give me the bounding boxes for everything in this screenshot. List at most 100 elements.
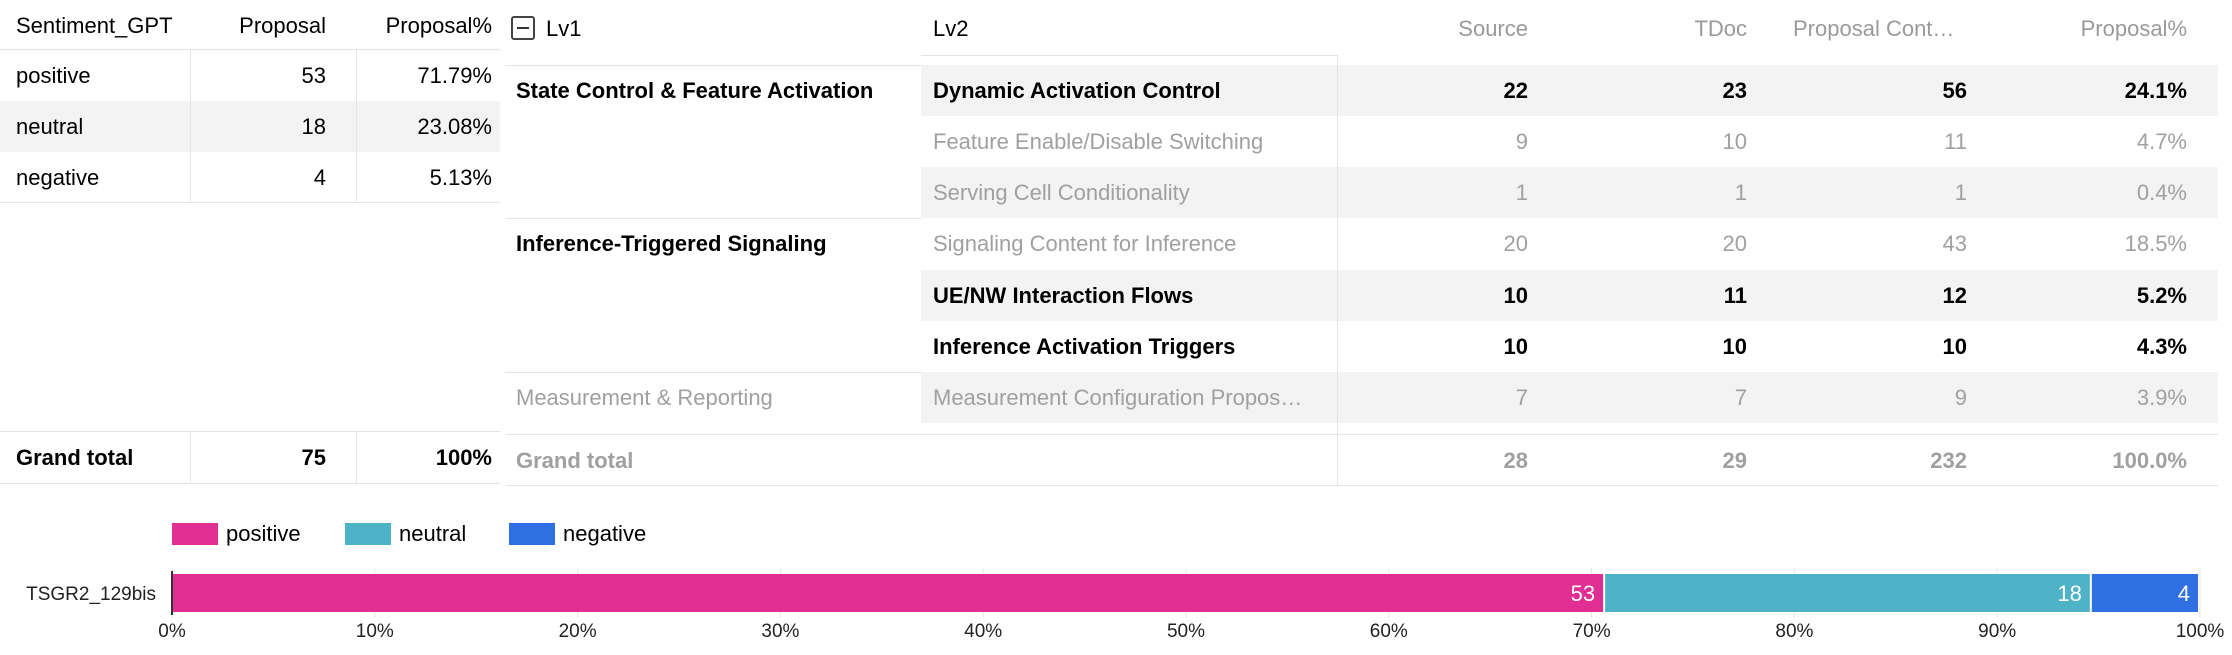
bar-segment-neutral[interactable] bbox=[1605, 574, 2090, 612]
row-pct: 24.1% bbox=[2124, 78, 2187, 103]
row-pct: 23.08% bbox=[417, 114, 492, 139]
grand-total-pct: 100% bbox=[435, 445, 492, 470]
row-lv1: Measurement & Reporting bbox=[516, 385, 773, 410]
row-shade bbox=[921, 270, 2218, 321]
column-divider bbox=[190, 432, 191, 483]
row-lv2: Signaling Content for Inference bbox=[933, 231, 1237, 256]
row-pct: 4.7% bbox=[2136, 129, 2187, 154]
grand-total-label: Grand total bbox=[16, 445, 134, 470]
column-divider bbox=[356, 432, 357, 483]
divider bbox=[505, 485, 2218, 486]
divider bbox=[921, 55, 1337, 56]
row-lv1: State Control & Feature Activation bbox=[516, 78, 874, 103]
x-tick-label: 40% bbox=[964, 621, 1002, 642]
divider bbox=[0, 431, 500, 432]
bar-segment-positive[interactable] bbox=[172, 574, 1604, 612]
header-lv1[interactable]: Lv1 bbox=[546, 16, 582, 41]
header-proposal-pct[interactable]: Proposal% bbox=[2080, 16, 2187, 41]
grand-total-pct: 100.0% bbox=[2112, 448, 2187, 473]
legend-swatch-positive[interactable] bbox=[172, 523, 218, 545]
chart-plot: 0% 10% 20% 30% 40% 50% 60% 70% 80% 90% 100% TSGR2_1… bbox=[26, 568, 2225, 642]
divider bbox=[505, 372, 921, 373]
x-tick-label: 20% bbox=[559, 621, 597, 642]
row-source: 10 bbox=[1503, 334, 1528, 359]
data-label-positive: 53 bbox=[1571, 581, 1595, 606]
header-proposal[interactable]: Proposal bbox=[239, 13, 326, 38]
divider bbox=[505, 65, 921, 66]
row-proposal: 18 bbox=[301, 114, 326, 139]
divider bbox=[0, 49, 500, 50]
grand-total-source: 28 bbox=[1503, 448, 1528, 473]
row-content: 12 bbox=[1942, 283, 1967, 308]
header-proposal-pct[interactable]: Proposal% bbox=[385, 13, 492, 38]
header-tdoc[interactable]: TDoc bbox=[1694, 16, 1747, 41]
divider bbox=[0, 483, 500, 484]
row-content: 11 bbox=[1944, 129, 1967, 154]
row-proposal: 53 bbox=[301, 63, 326, 88]
row-source: 22 bbox=[1503, 78, 1528, 103]
row-tdoc: 1 bbox=[1734, 180, 1747, 205]
x-tick-label: 70% bbox=[1573, 621, 1611, 642]
data-label-neutral: 18 bbox=[2057, 581, 2081, 606]
divider bbox=[0, 202, 500, 203]
x-tick-label: 10% bbox=[356, 621, 394, 642]
x-tick-label: 100% bbox=[2176, 621, 2225, 642]
row-lv2: UE/NW Interaction Flows bbox=[933, 283, 1194, 308]
row-content: 56 bbox=[1942, 78, 1967, 103]
row-source: 1 bbox=[1515, 180, 1528, 205]
x-tick-label: 0% bbox=[158, 621, 186, 642]
table-row[interactable]: neutral 18 23.08% bbox=[0, 101, 500, 152]
row-tdoc: 23 bbox=[1722, 78, 1747, 103]
stacked-bar-chart: positive neutral negative 0% 10% 20% 30% 40%… bbox=[0, 500, 2232, 655]
row-pct: 4.3% bbox=[2136, 334, 2187, 359]
category-label: TSGR2_129bis bbox=[26, 584, 156, 605]
legend-label-positive[interactable]: positive bbox=[226, 521, 301, 546]
row-tdoc: 11 bbox=[1723, 283, 1747, 308]
header-sentiment[interactable]: Sentiment_GPT bbox=[16, 13, 173, 38]
row-lv2: Feature Enable/Disable Switching bbox=[933, 129, 1264, 154]
collapse-toggle-icon[interactable] bbox=[511, 16, 535, 40]
row-pct: 5.13% bbox=[429, 165, 492, 190]
header-source[interactable]: Source bbox=[1458, 16, 1528, 41]
row-pct: 5.2% bbox=[2136, 283, 2187, 308]
row-lv1: Inference-Triggered Signaling bbox=[516, 231, 827, 256]
x-tick-label: 90% bbox=[1978, 621, 2016, 642]
row-source: 10 bbox=[1503, 283, 1528, 308]
data-label-negative: 4 bbox=[2178, 581, 2190, 606]
row-lv2: Measurement Configuration Propos… bbox=[933, 385, 1303, 410]
row-source: 7 bbox=[1515, 385, 1528, 410]
legend-label-negative[interactable]: negative bbox=[563, 521, 647, 546]
row-shade bbox=[921, 167, 2218, 218]
table-row[interactable]: negative 4 5.13% bbox=[0, 152, 500, 203]
row-content: 43 bbox=[1942, 231, 1967, 256]
header-lv2[interactable]: Lv2 bbox=[933, 16, 969, 41]
legend-swatch-negative[interactable] bbox=[509, 523, 555, 545]
grand-total-label: Grand total bbox=[516, 448, 634, 473]
pivot-table: Lv1 Lv2 Source TDoc Proposal Cont… Propo… bbox=[505, 16, 2218, 486]
sentiment-table-header: Sentiment_GPT Proposal Proposal% bbox=[0, 0, 500, 51]
header-proposal-content[interactable]: Proposal Cont… bbox=[1793, 16, 1955, 41]
divider bbox=[505, 218, 921, 219]
table-row[interactable]: positive 53 71.79% bbox=[0, 50, 500, 101]
grand-total-proposal: 75 bbox=[301, 445, 326, 470]
x-tick-label: 50% bbox=[1167, 621, 1205, 642]
row-pct: 18.5% bbox=[2124, 231, 2187, 256]
grand-total-tdoc: 29 bbox=[1722, 448, 1747, 473]
column-divider bbox=[190, 50, 191, 202]
divider bbox=[505, 434, 2218, 435]
x-tick-label: 60% bbox=[1370, 621, 1408, 642]
legend-label-neutral[interactable]: neutral bbox=[399, 521, 467, 546]
legend-swatch-neutral[interactable] bbox=[345, 523, 391, 545]
row-tdoc: 7 bbox=[1734, 385, 1747, 410]
row-content: 1 bbox=[1954, 180, 1967, 205]
row-label: positive bbox=[16, 63, 91, 88]
row-shade bbox=[921, 65, 2218, 116]
column-divider bbox=[356, 50, 357, 202]
bar-segment-negative[interactable] bbox=[2091, 574, 2198, 612]
row-tdoc: 10 bbox=[1722, 129, 1747, 154]
row-lv2: Inference Activation Triggers bbox=[933, 334, 1236, 359]
row-tdoc: 10 bbox=[1722, 334, 1747, 359]
grand-total-row: Grand total 75 100% bbox=[0, 432, 500, 483]
row-proposal: 4 bbox=[313, 165, 326, 190]
row-pct: 71.79% bbox=[417, 63, 492, 88]
